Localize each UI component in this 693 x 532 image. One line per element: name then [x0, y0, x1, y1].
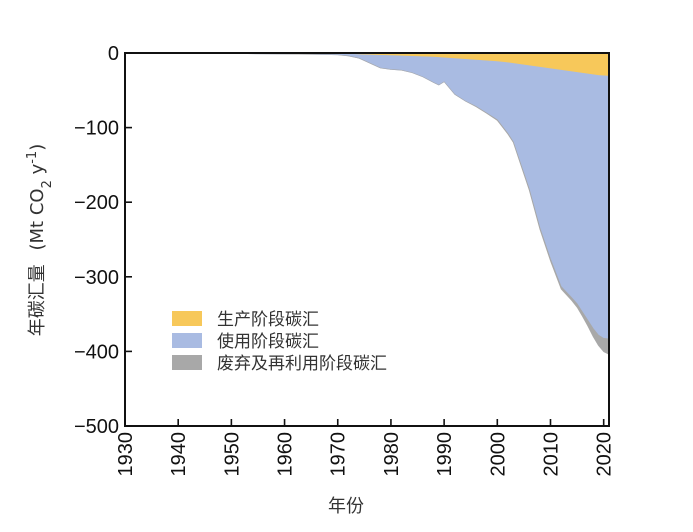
x-tick-label: 1970 [328, 432, 350, 477]
plot-frame [124, 52, 610, 427]
x-tick-label: 1930 [115, 432, 137, 477]
y-tick-label: −300 [74, 267, 119, 289]
x-tick-label: 1990 [434, 432, 456, 477]
y-axis-unit: (Mt CO2 y-1) [25, 144, 55, 251]
y-tick-label: −200 [74, 192, 119, 214]
x-axis: 1930 1940 1950 1960 1970 1980 1990 2000 2010 2020 [115, 419, 616, 477]
legend-label: 使用阶段碳汇 [217, 331, 319, 352]
x-tick-label: 1980 [381, 432, 403, 477]
legend-swatch [172, 333, 202, 348]
x-axis-label: 年份 [328, 496, 364, 517]
x-tick-label: 2020 [594, 432, 616, 477]
y-axis-label: 年碳汇量 [27, 264, 48, 336]
svg-text:年碳汇量 (Mt CO2 y-1): 年碳汇量 (Mt CO2 y-1) [25, 144, 55, 336]
legend-swatch [172, 355, 202, 370]
y-tick-label: −100 [74, 118, 119, 140]
x-tick-label: 1940 [168, 432, 190, 477]
x-tick-label: 2010 [540, 432, 562, 477]
legend-swatch [172, 311, 202, 326]
y-tick-label: 0 [108, 43, 119, 65]
x-tick-label: 1960 [275, 432, 297, 477]
series-area-2 [247, 52, 610, 340]
y-tick-label: −500 [74, 416, 119, 438]
legend-label: 废弃及再利用阶段碳汇 [217, 354, 387, 374]
y-axis: 0 −100 −200 −300 −400 −500 [74, 43, 132, 438]
x-tick-label: 2000 [487, 432, 509, 477]
x-tick-label: 1950 [221, 432, 243, 477]
y-axis-label-group: 年碳汇量 (Mt CO2 y-1) [25, 144, 55, 336]
y-tick-label: −400 [74, 341, 119, 363]
legend-label: 生产阶段碳汇 [217, 310, 319, 330]
